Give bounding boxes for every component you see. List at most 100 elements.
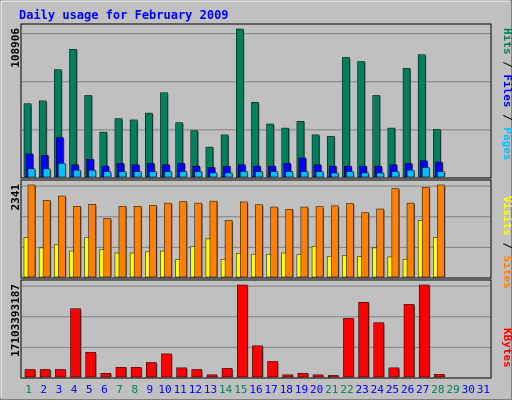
day-label-26: 26 (401, 383, 414, 396)
bar-kbytes-day-19 (297, 372, 309, 378)
legend-hits-files-pages-text: Hits / Files / Pages (501, 28, 512, 161)
bar-sites-day-15 (240, 201, 248, 278)
bar-kbytes-day-17 (267, 361, 278, 378)
day-label-11: 11 (174, 383, 187, 396)
day-label-9: 9 (147, 383, 154, 396)
day-label-24: 24 (371, 383, 385, 396)
chart-title: Daily usage for February 2009 (19, 8, 229, 22)
bar-kbytes-day-21 (327, 375, 339, 378)
day-label-6: 6 (101, 383, 108, 396)
bar-kbytes-day-26 (403, 304, 415, 378)
bar-kbytes-day-9 (146, 362, 157, 378)
bar-kbytes-day-4 (70, 308, 81, 378)
day-label-29: 29 (446, 383, 459, 396)
bar-sites-day-19 (300, 206, 309, 278)
day-label-14: 14 (219, 383, 233, 396)
bar-sites-day-17 (270, 206, 278, 278)
bar-sites-day-13 (209, 200, 218, 278)
legend-hits: Hits (501, 28, 512, 55)
day-label-13: 13 (204, 383, 217, 396)
bar-sites-day-28 (437, 184, 445, 278)
day-label-23: 23 (356, 383, 369, 396)
bar-pages-day-24 (376, 172, 384, 178)
bar-sites-day-27 (421, 187, 430, 278)
day-label-12: 12 (189, 383, 202, 396)
legend-visits-sites: Visits / Sites (501, 196, 512, 289)
bar-sites-day-11 (179, 201, 187, 278)
bar-hits-day-24 (372, 95, 380, 178)
bar-sites-day-18 (285, 209, 293, 278)
bar-kbytes-day-25 (388, 367, 400, 378)
day-label-20: 20 (310, 383, 323, 396)
day-label-19: 19 (295, 383, 308, 396)
bar-sites-day-16 (255, 204, 263, 278)
bar-sites-day-9 (149, 205, 157, 278)
bar-sites-day-8 (133, 206, 142, 278)
bar-sites-day-14 (224, 220, 233, 278)
legend-sites: Sites (501, 256, 512, 289)
bar-pages-day-26 (406, 169, 415, 178)
bar-pages-day-27 (421, 167, 430, 178)
bar-kbytes-day-11 (176, 367, 187, 378)
bar-kbytes-day-1 (24, 369, 36, 378)
bars (23, 28, 446, 378)
bar-sites-day-25 (391, 188, 400, 278)
bar-kbytes-day-22 (343, 318, 354, 378)
day-label-7: 7 (116, 383, 123, 396)
bar-kbytes-day-27 (418, 284, 430, 378)
bar-pages-day-2 (42, 168, 51, 178)
bar-pages-day-11 (179, 171, 187, 178)
bar-pages-day-12 (194, 171, 203, 178)
day-label-10: 10 (158, 383, 171, 396)
bar-sites-day-1 (27, 184, 36, 278)
day-label-1: 1 (25, 383, 32, 396)
bar-pages-day-23 (361, 172, 369, 178)
bar-kbytes-day-10 (161, 353, 172, 378)
bar-pages-day-17 (270, 171, 278, 178)
bar-sites-day-3 (58, 195, 66, 278)
bar-pages-day-6 (103, 171, 112, 178)
bar-kbytes-day-23 (358, 301, 369, 378)
bar-sites-day-22 (346, 203, 354, 278)
bar-pages-day-15 (240, 171, 248, 178)
day-label-8: 8 (131, 383, 138, 396)
bar-kbytes-day-12 (191, 369, 203, 378)
day-label-28: 28 (431, 383, 444, 396)
legend-files: Files (501, 74, 512, 107)
bar-kbytes-day-20 (312, 374, 324, 378)
legend-hits-files-pages: Hits / Files / Pages (501, 28, 512, 161)
bar-pages-day-4 (73, 169, 81, 178)
bar-sites-day-20 (315, 206, 324, 278)
bar-kbytes-day-24 (373, 322, 384, 378)
bar-hits-day-22 (342, 57, 350, 178)
ymax-label-hits: 108906 (9, 28, 22, 68)
bar-sites-day-26 (406, 202, 415, 278)
bar-pages-day-8 (133, 171, 142, 178)
bar-kbytes-day-13 (206, 374, 218, 378)
bar-pages-day-25 (391, 171, 400, 178)
bar-hits-day-27 (417, 54, 426, 178)
bar-kbytes-day-15 (237, 284, 248, 378)
bar-hits-day-10 (160, 92, 168, 178)
bar-pages-day-21 (330, 172, 339, 178)
day-label-17: 17 (265, 383, 278, 396)
day-label-27: 27 (416, 383, 429, 396)
legend-visits-sites-text: Visits / Sites (501, 196, 512, 289)
day-label-21: 21 (325, 383, 338, 396)
bar-pages-day-14 (224, 172, 233, 178)
bar-sites-day-24 (376, 208, 384, 278)
legend-sep-2: / (501, 108, 512, 128)
legend-kbytes-text: KBytes (501, 328, 512, 368)
bar-kbytes-day-2 (39, 369, 51, 378)
bar-pages-day-10 (164, 171, 172, 178)
bar-pages-day-16 (255, 171, 263, 178)
bar-hits-day-23 (357, 61, 365, 178)
bar-sites-day-4 (73, 206, 81, 278)
bar-sites-day-5 (88, 204, 96, 278)
legend-sep-3: / (501, 236, 512, 256)
bar-sites-day-21 (330, 205, 339, 278)
ymax-label-kbytes: 17103393187 (9, 284, 22, 357)
day-label-25: 25 (386, 383, 399, 396)
bar-sites-day-10 (164, 202, 172, 278)
